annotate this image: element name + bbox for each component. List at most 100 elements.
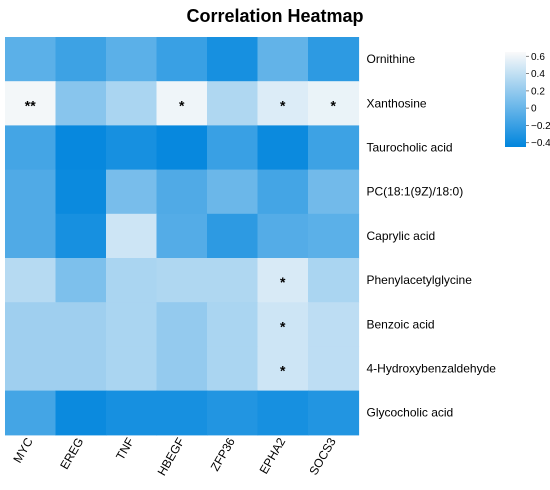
heatmap-cell [308,81,360,126]
row-label: Caprylic acid [367,229,436,243]
heatmap-cell [156,346,208,392]
heatmap-cell [257,81,309,126]
significance-star: * [280,363,286,379]
column-label: HBEGF [155,435,188,478]
heatmap-cell [106,390,158,436]
heatmap-cell [5,81,57,126]
heatmap-cell [5,258,57,303]
column-labels: MYC EREG TNF HBEGF ZFP36 EPHA2 SOCS3 [10,435,339,478]
heatmap-cell [55,125,107,171]
column-label: SOCS3 [306,435,339,478]
heatmap-cell [257,302,309,347]
heatmap-cell [106,213,158,259]
row-label: PC(18:1(9Z)/18:0) [367,185,464,199]
heatmap-cell [308,346,360,392]
heatmap-cell [308,125,360,171]
heatmap-cell [55,213,107,259]
column-label: MYC [10,435,36,465]
heatmap-cell [55,302,107,347]
heatmap-cells [5,37,360,436]
row-label: Phenylacetylglycine [367,273,473,287]
heatmap-cell [308,390,360,436]
heatmap-cell [5,213,57,259]
significance-star: * [280,274,286,290]
significance-star: * [179,97,185,113]
heatmap-cell [156,125,208,171]
heatmap-cell [106,37,158,82]
heatmap-cell [55,169,107,215]
heatmap-cell [5,37,57,82]
row-label: Glycocholic acid [367,406,454,420]
heatmap-cell [257,213,309,259]
heatmap-cell [55,346,107,392]
heatmap-cell [257,37,309,82]
heatmap-cell [5,125,57,171]
heatmap-cell [106,258,158,303]
heatmap-cell [257,346,309,392]
significance-star: * [331,97,337,113]
chart-title: Correlation Heatmap [186,6,363,26]
significance-star: ** [25,97,36,113]
column-label: ZFP36 [208,435,238,473]
row-label: Benzoic acid [367,317,435,331]
colorbar-tick-label: 0.4 [531,69,545,80]
colorbar-tick-label: 0.6 [531,52,545,63]
heatmap-cell [106,81,158,126]
row-labels: Ornithine Xanthosine Taurocholic acid PC(18… [367,52,497,420]
heatmap-cell [257,258,309,303]
heatmap-cell [207,169,259,215]
heatmap-cell [257,169,309,215]
heatmap-cell [55,37,107,82]
heatmap-cell [308,302,360,347]
column-label: EPHA2 [257,435,289,476]
heatmap-cell [257,390,309,436]
heatmap-cell [207,213,259,259]
colorbar-tick-label: −0.4 [531,138,550,149]
heatmap-cell [308,213,360,259]
heatmap-cell [156,37,208,82]
colorbar-tick-label: 0 [531,104,537,115]
heatmap-cell [106,302,158,347]
significance-star: * [280,97,286,113]
heatmap-cell [55,390,107,436]
heatmap-cell [5,346,57,392]
row-label: 4-Hydroxybenzaldehyde [367,362,497,376]
significance-star: * [280,318,286,334]
colorbar-gradient [505,52,526,147]
heatmap-cell [207,302,259,347]
heatmap-cell [156,81,208,126]
heatmap-cell [156,258,208,303]
row-label: Ornithine [367,52,416,66]
colorbar: 0.6 0.4 0.2 0 −0.2 −0.4 [505,52,550,149]
heatmap-cell [5,302,57,347]
heatmap-cell [106,346,158,392]
heatmap-cell [207,346,259,392]
colorbar-tick-label: 0.2 [531,86,545,97]
colorbar-tick-label: −0.2 [531,121,550,132]
heatmap-cell [308,169,360,215]
heatmap-cell [156,390,208,436]
row-label: Xanthosine [367,96,427,110]
heatmap-cell [207,37,259,82]
heatmap-cell [156,213,208,259]
heatmap-cell [257,125,309,171]
heatmap-cell [55,258,107,303]
column-label: TNF [113,435,137,462]
heatmap-cell [156,302,208,347]
heatmap-cell [207,81,259,126]
heatmap-cell [156,169,208,215]
heatmap-cell [207,125,259,171]
heatmap-cell [207,390,259,436]
heatmap-cell [5,169,57,215]
heatmap-cell [55,81,107,126]
heatmap-cell [106,169,158,215]
significance-marks: ** * * **** [25,97,337,378]
heatmap-cell [308,258,360,303]
heatmap-cell [207,258,259,303]
heatmap-cell [106,125,158,171]
column-label: EREG [57,435,86,471]
heatmap-cell [308,37,360,82]
heatmap-cell [5,390,57,436]
row-label: Taurocholic acid [367,141,453,155]
